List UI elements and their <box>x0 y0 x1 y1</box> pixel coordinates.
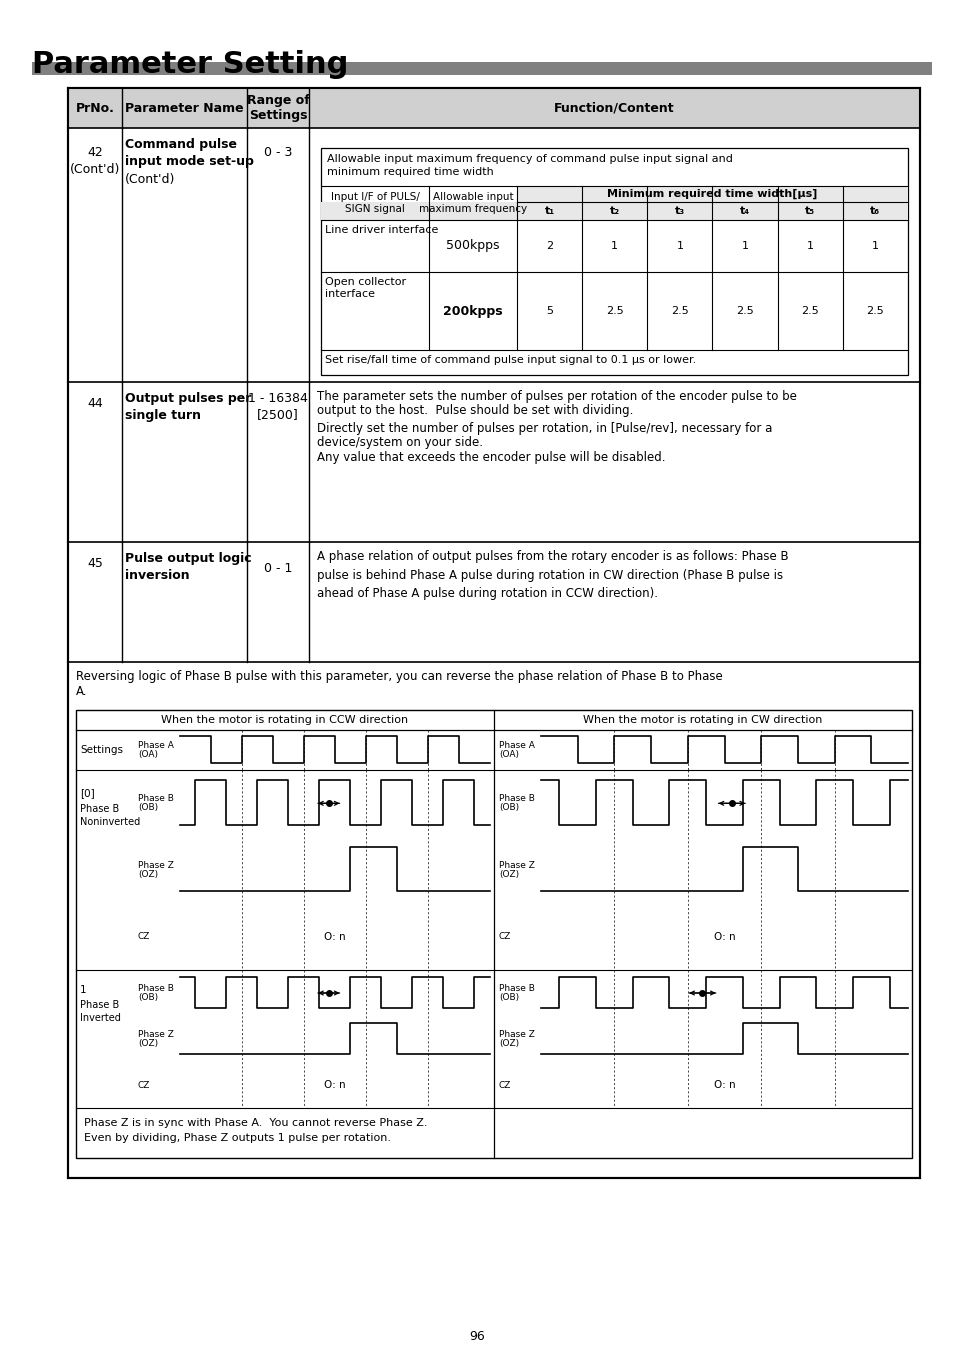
Text: PrNo.: PrNo. <box>75 101 114 115</box>
Text: Phase B
(OB): Phase B (OB) <box>138 984 173 1002</box>
Text: O: n: O: n <box>713 932 735 942</box>
Text: 2.5: 2.5 <box>801 305 819 316</box>
Text: inversion: inversion <box>125 569 190 582</box>
Text: t₂: t₂ <box>609 205 619 216</box>
Text: A phase relation of output pulses from the rotary encoder is as follows: Phase B: A phase relation of output pulses from t… <box>316 550 788 600</box>
Text: Even by dividing, Phase Z outputs 1 pulse per rotation.: Even by dividing, Phase Z outputs 1 puls… <box>84 1133 391 1143</box>
Text: When the motor is rotating in CCW direction: When the motor is rotating in CCW direct… <box>161 715 408 725</box>
Text: Allowable input maximum frequency of command pulse input signal and
minimum requ: Allowable input maximum frequency of com… <box>327 154 732 177</box>
Text: 1: 1 <box>80 985 87 994</box>
Bar <box>517 186 907 203</box>
Text: 1: 1 <box>676 240 682 251</box>
Text: O: n: O: n <box>713 1079 735 1090</box>
Text: Any value that exceeds the encoder pulse will be disabled.: Any value that exceeds the encoder pulse… <box>316 451 665 463</box>
Text: O: n: O: n <box>324 1079 345 1090</box>
Text: Phase B
(OB): Phase B (OB) <box>498 984 535 1002</box>
Text: 1 - 16384: 1 - 16384 <box>248 392 308 405</box>
Text: Phase A
(OA): Phase A (OA) <box>138 740 173 759</box>
Text: Phase Z
(OZ): Phase Z (OZ) <box>138 1029 173 1048</box>
Text: 2.5: 2.5 <box>865 305 883 316</box>
Text: 0 - 1: 0 - 1 <box>264 562 292 576</box>
Text: 44: 44 <box>87 397 103 409</box>
Text: t₃: t₃ <box>674 205 684 216</box>
Text: 500kpps: 500kpps <box>446 239 499 253</box>
Text: output to the host.  Pulse should be set with dividing.: output to the host. Pulse should be set … <box>316 404 633 417</box>
Text: Phase Z
(OZ): Phase Z (OZ) <box>498 861 535 880</box>
Text: [2500]: [2500] <box>257 408 298 422</box>
Text: 2.5: 2.5 <box>605 305 623 316</box>
Text: single turn: single turn <box>125 409 201 422</box>
Text: Line driver interface: Line driver interface <box>325 226 438 235</box>
Text: Phase B
(OB): Phase B (OB) <box>138 794 173 812</box>
Text: Minimum required time width[μs]: Minimum required time width[μs] <box>607 189 817 199</box>
Text: input mode set-up: input mode set-up <box>125 155 253 168</box>
Text: Parameter Name: Parameter Name <box>125 101 244 115</box>
Text: 96: 96 <box>469 1329 484 1343</box>
Text: Phase Z is in sync with Phase A.  You cannot reverse Phase Z.: Phase Z is in sync with Phase A. You can… <box>84 1119 427 1128</box>
Text: Inverted: Inverted <box>80 1013 121 1023</box>
Text: Parameter Setting: Parameter Setting <box>32 50 348 78</box>
Text: Function/Content: Function/Content <box>554 101 674 115</box>
Text: Input I/F of PULS/
SIGN signal: Input I/F of PULS/ SIGN signal <box>331 192 419 213</box>
Bar <box>320 203 907 220</box>
Text: Command pulse: Command pulse <box>125 138 236 151</box>
Text: O: n: O: n <box>324 932 345 942</box>
Text: 2.5: 2.5 <box>670 305 688 316</box>
Text: Range of
Settings: Range of Settings <box>247 95 309 122</box>
Text: 1: 1 <box>611 240 618 251</box>
Text: t₅: t₅ <box>804 205 815 216</box>
Bar <box>68 88 919 128</box>
Text: Output pulses per: Output pulses per <box>125 392 251 405</box>
Text: Open collector
interface: Open collector interface <box>325 277 406 300</box>
Text: Phase B: Phase B <box>80 1000 119 1011</box>
Text: device/system on your side.: device/system on your side. <box>316 436 482 449</box>
Text: CZ: CZ <box>138 932 151 942</box>
Text: 1: 1 <box>871 240 878 251</box>
Text: Pulse output logic: Pulse output logic <box>125 553 252 565</box>
Text: 200kpps: 200kpps <box>443 304 502 317</box>
Text: CZ: CZ <box>498 932 511 942</box>
Bar <box>32 62 931 76</box>
Text: 42
(Cont'd): 42 (Cont'd) <box>70 146 120 176</box>
Text: Phase A
(OA): Phase A (OA) <box>498 740 535 759</box>
Text: 0 - 3: 0 - 3 <box>264 146 292 159</box>
Bar <box>76 711 911 1158</box>
Text: CZ: CZ <box>498 1081 511 1089</box>
Text: Settings: Settings <box>80 744 123 755</box>
Text: 2: 2 <box>545 240 553 251</box>
Text: Phase Z
(OZ): Phase Z (OZ) <box>138 861 173 880</box>
Text: 1: 1 <box>740 240 748 251</box>
Bar <box>320 149 907 376</box>
Text: t₄: t₄ <box>740 205 749 216</box>
Text: Noninverted: Noninverted <box>80 817 140 827</box>
Text: A.: A. <box>76 685 88 698</box>
Text: t₆: t₆ <box>869 205 880 216</box>
Text: (Cont'd): (Cont'd) <box>125 173 175 186</box>
Text: 5: 5 <box>545 305 553 316</box>
Text: Reversing logic of Phase B pulse with this parameter, you can reverse the phase : Reversing logic of Phase B pulse with th… <box>76 670 722 684</box>
Bar <box>68 88 919 1178</box>
Text: 45: 45 <box>87 557 103 570</box>
Text: Phase B
(OB): Phase B (OB) <box>498 794 535 812</box>
Text: 1: 1 <box>806 240 813 251</box>
Text: 2.5: 2.5 <box>736 305 753 316</box>
Text: The parameter sets the number of pulses per rotation of the encoder pulse to be: The parameter sets the number of pulses … <box>316 390 796 403</box>
Text: [0]: [0] <box>80 788 94 798</box>
Text: Directly set the number of pulses per rotation, in [Pulse/rev], necessary for a: Directly set the number of pulses per ro… <box>316 422 772 435</box>
Text: Phase Z
(OZ): Phase Z (OZ) <box>498 1029 535 1048</box>
Text: When the motor is rotating in CW direction: When the motor is rotating in CW directi… <box>582 715 821 725</box>
Text: Phase B: Phase B <box>80 804 119 815</box>
Text: t₁: t₁ <box>544 205 554 216</box>
Text: Set rise/fall time of command pulse input signal to 0.1 μs or lower.: Set rise/fall time of command pulse inpu… <box>325 355 696 365</box>
Text: Allowable input
maximum frequency: Allowable input maximum frequency <box>418 192 526 213</box>
Text: CZ: CZ <box>138 1081 151 1089</box>
